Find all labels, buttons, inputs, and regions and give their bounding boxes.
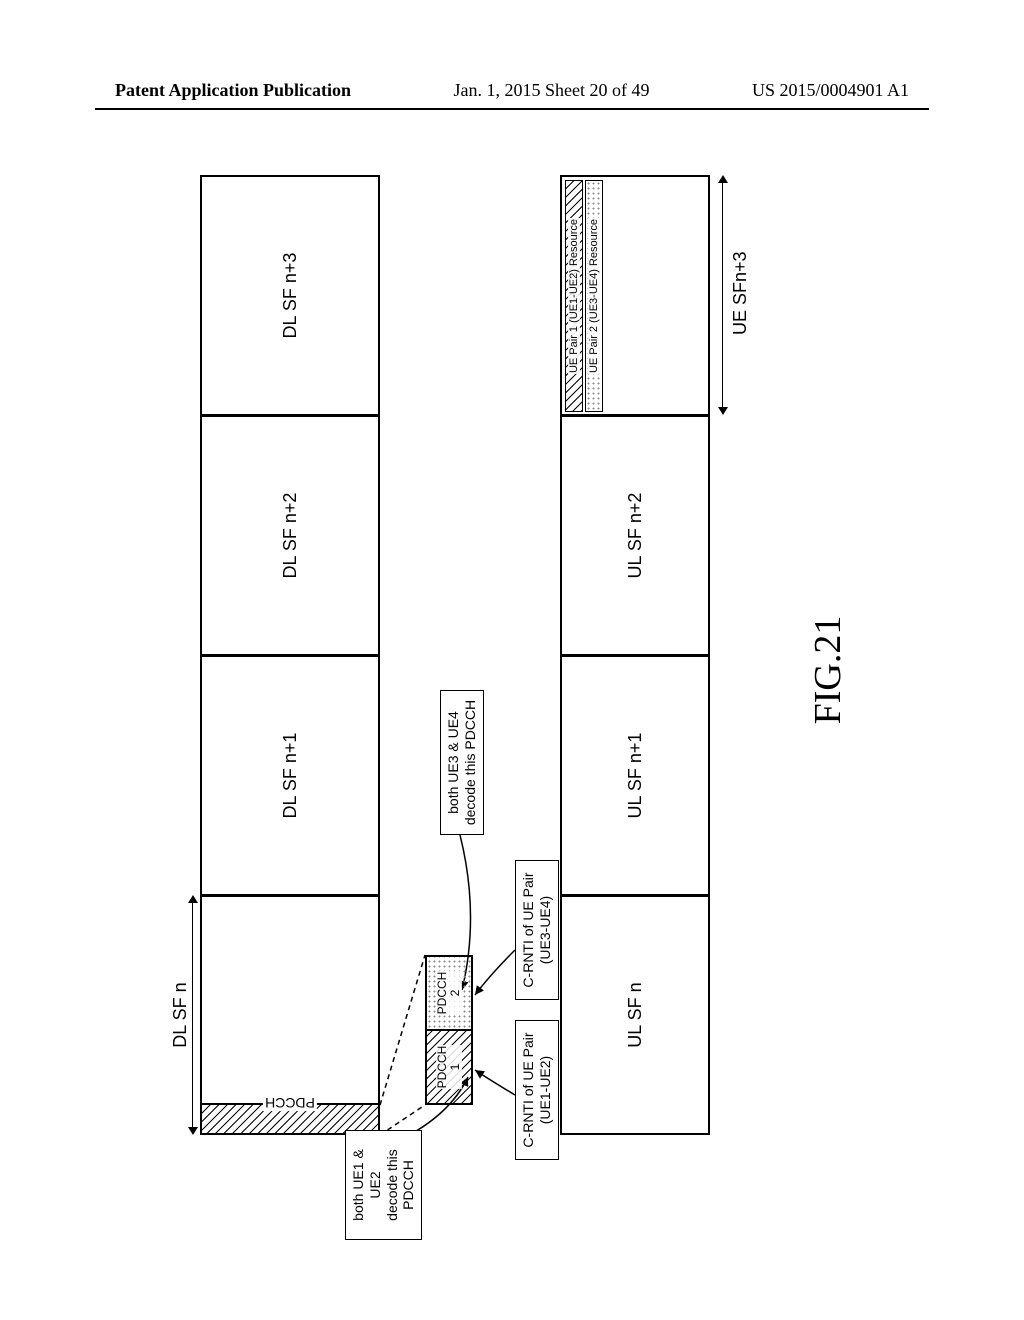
figure-21: DL SF n PDCCH DL SF n+1 DL SF n+2 DL SF …	[0, 310, 1024, 1030]
dl-sf-3: DL SF n+3	[200, 175, 380, 415]
resource-strip-pair2: UE Pair 2 (UE3-UE4) Resource	[585, 180, 603, 412]
callout-ue34: both UE3 & UE4decode this PDCCH	[440, 690, 484, 835]
header-right: US 2015/0004901 A1	[752, 80, 909, 101]
resource-pair2-label: UE Pair 2 (UE3-UE4) Resource	[588, 218, 600, 374]
pdcch-1-cell: PDCCH1	[427, 1029, 471, 1103]
pdcch-zoom: PDCCH1 PDCCH2	[425, 955, 473, 1105]
ul-sf-2: UL SF n+2	[560, 415, 710, 655]
dl-sf-2-label: DL SF n+2	[280, 493, 301, 579]
ul-sf-n3-span-arrow	[718, 175, 730, 415]
dl-subframe-row: PDCCH DL SF n+1 DL SF n+2 DL SF n+3	[200, 175, 380, 1135]
crnti-pair2: C-RNTI of UE Pair(UE3-UE4)	[515, 860, 559, 1000]
ul-sf-0-label: UL SF n	[625, 982, 646, 1047]
figure-caption: FIG.21	[806, 145, 850, 1195]
header-left: Patent Application Publication	[115, 80, 351, 101]
ul-sf-3: UE Pair 1 (UE1-UE2) Resource UE Pair 2 (…	[560, 175, 710, 415]
header-rule	[95, 108, 929, 110]
ul-sf-1: UL SF n+1	[560, 655, 710, 895]
ul-sf-n3-label: UE SFn+3	[730, 251, 751, 335]
dl-sf-1-label: DL SF n+1	[280, 733, 301, 819]
dl-sf-3-label: DL SF n+3	[280, 253, 301, 339]
ul-subframe-row: UL SF n UL SF n+1 UL SF n+2 UE Pair 1 (U…	[560, 175, 710, 1135]
callout-ue12: both UE1 & UE2decode thisPDCCH	[345, 1130, 422, 1240]
resource-pair1-label: UE Pair 1 (UE1-UE2) Resource	[568, 218, 580, 374]
pdcch-region: PDCCH	[202, 1103, 378, 1133]
pdcch-2-label: PDCCH2	[436, 971, 462, 1016]
dl-sf-n-span-arrow	[188, 895, 200, 1135]
page-header: Patent Application Publication Jan. 1, 2…	[0, 80, 1024, 101]
crnti-pair1: C-RNTI of UE Pair(UE1-UE2)	[515, 1020, 559, 1160]
dl-sf-1: DL SF n+1	[200, 655, 380, 895]
ul-sf-2-label: UL SF n+2	[625, 493, 646, 579]
dl-sf-0: PDCCH	[200, 895, 380, 1135]
pdcch-1-label: PDCCH1	[436, 1045, 462, 1090]
pdcch-2-cell: PDCCH2	[427, 957, 471, 1029]
header-center: Jan. 1, 2015 Sheet 20 of 49	[454, 80, 650, 101]
resource-strip-pair1: UE Pair 1 (UE1-UE2) Resource	[565, 180, 583, 412]
ul-sf-0: UL SF n	[560, 895, 710, 1135]
diagram-canvas: DL SF n PDCCH DL SF n+1 DL SF n+2 DL SF …	[150, 145, 870, 1195]
dl-sf-2: DL SF n+2	[200, 415, 380, 655]
ul-sf-1-label: UL SF n+1	[625, 733, 646, 819]
pdcch-region-label: PDCCH	[263, 1095, 317, 1111]
